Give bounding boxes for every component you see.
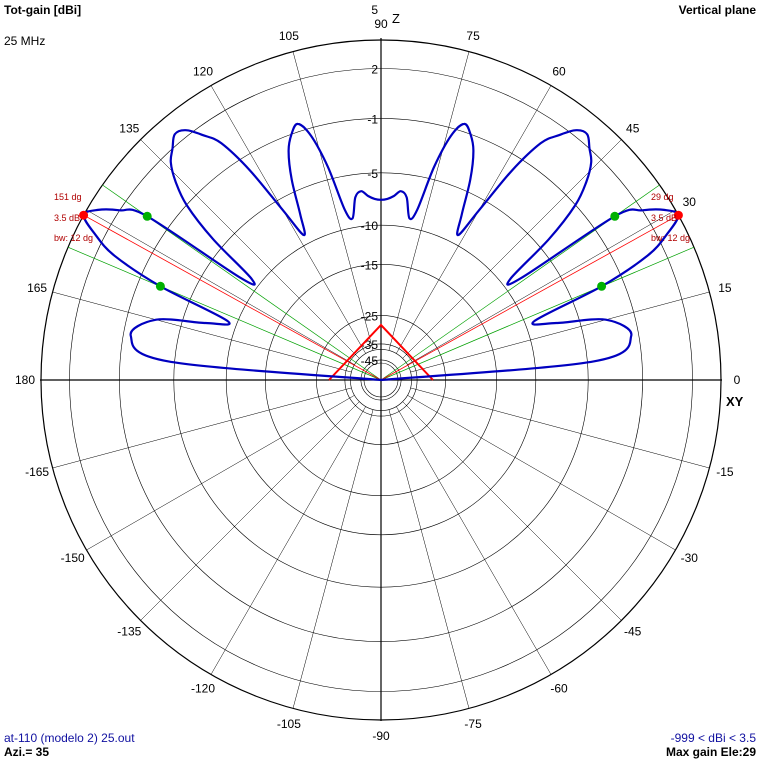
angle-tick-label: 90	[374, 17, 388, 31]
angle-tick-label: -90	[372, 729, 390, 743]
angle-tick-label: 180	[15, 373, 35, 387]
grid-spoke	[292, 409, 374, 709]
gain-ring-label: -1	[367, 112, 378, 126]
angle-tick-label: -150	[61, 551, 85, 565]
antenna-ground-marker	[328, 323, 434, 381]
gain-ring-label: -45	[361, 354, 379, 368]
angle-tick-label: 60	[552, 65, 566, 79]
grid-spoke	[86, 395, 355, 551]
angle-tick-label: 0	[734, 373, 741, 387]
z-axis-label: Z	[392, 11, 400, 26]
angle-tick-label: 15	[718, 281, 732, 295]
gain-ring-label: -10	[361, 219, 379, 233]
max-gain-line	[81, 213, 382, 381]
grid-spoke	[407, 209, 676, 365]
plane-label: Vertical plane	[678, 3, 756, 17]
annotation-text: 29 dg	[651, 192, 674, 202]
azimuth-label: Azi.= 35	[4, 745, 50, 759]
grid-spoke	[292, 51, 374, 351]
xy-axis-label: XY	[726, 394, 744, 409]
grid-spoke	[402, 401, 622, 621]
grid-spoke	[140, 139, 360, 359]
angle-tick-label: 105	[279, 29, 299, 43]
beamwidth-marker	[597, 281, 607, 291]
gain-ring-label: -5	[367, 167, 378, 181]
grid-spoke	[407, 395, 676, 551]
angle-tick-label: -165	[25, 465, 49, 479]
grid-spoke	[210, 406, 366, 675]
beamwidth-marker	[155, 281, 165, 291]
gain-ring-label: 5	[371, 3, 378, 17]
beamwidth-line	[67, 246, 382, 381]
annotation-text: 3.5 dB	[651, 213, 677, 223]
max-gain-label: Max gain Ele:29	[665, 745, 756, 759]
angle-tick-label: -75	[464, 717, 482, 731]
grid-spoke	[52, 387, 352, 469]
angle-tick-label: 30	[683, 195, 697, 209]
lobe-markers	[79, 210, 683, 291]
pattern-curve	[82, 122, 680, 382]
beamwidth-marker	[142, 211, 152, 221]
angle-tick-label: -105	[277, 717, 301, 731]
file-name: at-110 (modelo 2) 25.out	[4, 731, 135, 745]
grid-spoke	[52, 291, 352, 373]
chart-title: Tot-gain [dBi]	[4, 3, 82, 17]
grid-spoke	[388, 51, 470, 351]
angle-tick-label: -60	[550, 681, 568, 695]
grid-spoke	[210, 85, 366, 354]
angle-tick-label: 120	[193, 65, 213, 79]
angle-tick-label: -120	[191, 681, 215, 695]
grid-spoke	[140, 401, 360, 621]
annotation-text: 3.5 dB	[54, 213, 80, 223]
annotation-text: bw: 12 dg	[54, 233, 93, 243]
grid-spoke	[396, 406, 552, 675]
grid-spoke	[410, 387, 710, 469]
grid-spoke	[410, 291, 710, 373]
gain-range: -999 < dBi < 3.5	[670, 731, 756, 745]
grid-spoke	[86, 209, 355, 365]
grid-spoke	[388, 409, 470, 709]
angle-tick-label: 165	[27, 281, 47, 295]
grid-spoke	[402, 139, 622, 359]
angle-tick-label: -30	[681, 551, 699, 565]
polar-grid	[40, 38, 722, 721]
angle-tick-label: 135	[119, 121, 139, 135]
angle-tick-label: 75	[466, 29, 480, 43]
angle-tick-label: 45	[626, 121, 640, 135]
gain-ring-label: -15	[361, 258, 379, 272]
gain-ring-label: 2	[371, 63, 378, 77]
grid-spoke	[396, 85, 552, 354]
gain-ring-labels: 52-1-5-10-15-25-35-45	[361, 3, 379, 368]
angle-tick-label: -45	[624, 625, 642, 639]
radiation-pattern	[82, 122, 680, 382]
beamwidth-marker	[610, 211, 620, 221]
max-gain-marker	[79, 210, 89, 220]
beamwidth-line	[380, 246, 695, 381]
annotation-text: 151 dg	[54, 192, 82, 202]
max-gain-line	[380, 213, 681, 381]
lobe-annotations: 29 dg 3.5 dB bw: 12 dg 151 dg 3.5 dB bw: 12 d…	[54, 192, 690, 243]
angle-tick-label: -15	[716, 465, 734, 479]
frequency-label: 25 MHz	[4, 34, 46, 48]
annotation-text: bw: 12 dg	[651, 233, 690, 243]
gain-ring-label: -25	[361, 309, 379, 323]
max-gain-marker	[673, 210, 683, 220]
angle-tick-label: -135	[117, 625, 141, 639]
angle-labels: 0 15 30 45 60 75 90 105 120 135 165 180 -15 -30 -45 -60…	[15, 17, 741, 743]
